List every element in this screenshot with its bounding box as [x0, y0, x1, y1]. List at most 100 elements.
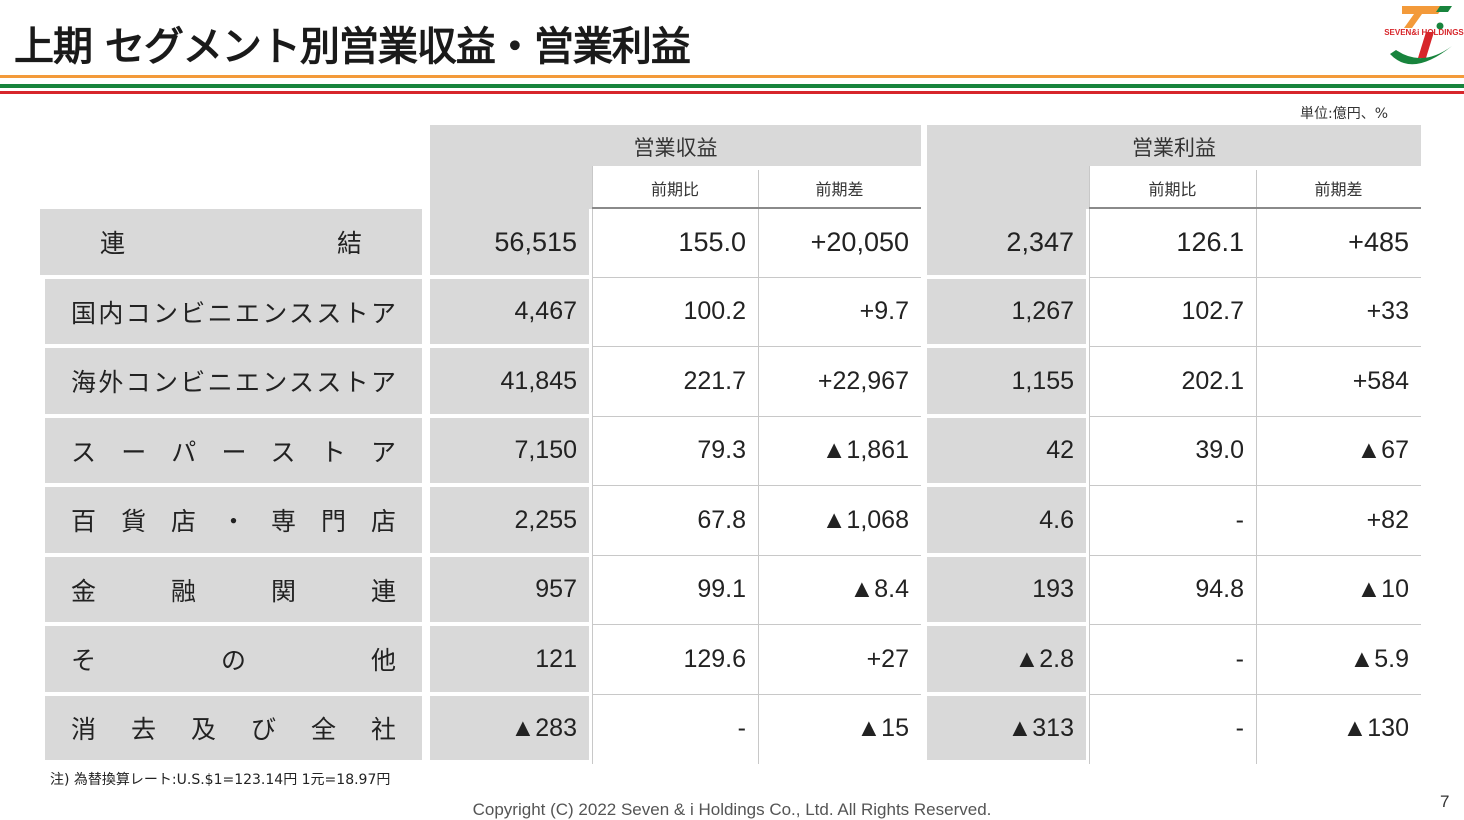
cell-r1-c4: 102.7 — [1089, 279, 1256, 344]
cell-r3-c3: 42 — [927, 418, 1086, 483]
cell-r1-c3: 1,267 — [927, 279, 1086, 344]
cell-r2-c3: 1,155 — [927, 348, 1086, 414]
row-label-6: その他 — [45, 626, 422, 692]
cell-r5-c1: 99.1 — [592, 557, 758, 622]
grid-hline — [592, 485, 921, 486]
row-label-3: スーパーストア — [45, 418, 422, 483]
grid-hline — [1089, 624, 1421, 625]
cell-r5-c5: ▲10 — [1256, 557, 1421, 622]
page-number: 7 — [1440, 792, 1450, 811]
cell-r7-c1: - — [592, 696, 758, 760]
cell-r7-c3: ▲313 — [927, 696, 1086, 760]
subheader-divider — [758, 170, 759, 209]
cell-r6-c5: ▲5.9 — [1256, 626, 1421, 692]
row-label-2: 海外コンビニエンスストア — [45, 348, 422, 414]
cell-r2-c2: +22,967 — [758, 348, 921, 414]
cell-r1-c5: +33 — [1256, 279, 1421, 344]
grid-hline — [1089, 485, 1421, 486]
cell-r2-c0: 41,845 — [430, 348, 589, 414]
cell-r7-c2: ▲15 — [758, 696, 921, 760]
subheader-divider — [1256, 170, 1257, 209]
header-rule-orange — [0, 75, 1464, 78]
grid-vline — [1256, 209, 1257, 764]
cell-r3-c5: ▲67 — [1256, 418, 1421, 483]
cell-r3-c2: ▲1,861 — [758, 418, 921, 483]
cell-r4-c2: ▲1,068 — [758, 487, 921, 553]
cell-r3-c0: 7,150 — [430, 418, 589, 483]
grid-hline — [592, 624, 921, 625]
grid-hline — [1089, 555, 1421, 556]
grid-hline — [592, 555, 921, 556]
cell-r2-c1: 221.7 — [592, 348, 758, 414]
row-label-text: 消去及び全社 — [71, 715, 396, 744]
cell-r3-c1: 79.3 — [592, 418, 758, 483]
cell-r0-c3: 2,347 — [927, 209, 1086, 275]
copyright: Copyright (C) 2022 Seven & i Holdings Co… — [472, 800, 992, 819]
cell-r7-c0: ▲283 — [430, 696, 589, 760]
row-label-7: 消去及び全社 — [45, 696, 422, 760]
cell-r6-c2: +27 — [758, 626, 921, 692]
cell-r0-c1: 155.0 — [592, 209, 758, 275]
cell-r0-c0: 56,515 — [430, 209, 589, 275]
row-label-0: 連結 — [40, 209, 422, 275]
cell-r4-c5: +82 — [1256, 487, 1421, 553]
cell-r7-c5: ▲130 — [1256, 696, 1421, 760]
cell-r6-c1: 129.6 — [592, 626, 758, 692]
grid-hline — [592, 277, 921, 278]
row-label-1: 国内コンビニエンスストア — [45, 279, 422, 344]
grid-vline — [1089, 209, 1090, 764]
cell-r4-c4: - — [1089, 487, 1256, 553]
cell-r5-c2: ▲8.4 — [758, 557, 921, 622]
grid-hline — [1089, 694, 1421, 695]
grid-hline — [592, 416, 921, 417]
cell-r1-c1: 100.2 — [592, 279, 758, 344]
subheader-0: 前期比 — [592, 166, 758, 209]
subheader-2: 前期比 — [1089, 166, 1256, 209]
row-label-text: その他 — [71, 646, 396, 675]
row-label-text: 海外コンビニエンスストア — [71, 368, 396, 397]
cell-r6-c3: ▲2.8 — [927, 626, 1086, 692]
grid-hline — [592, 346, 921, 347]
exchange-rate-note: 注) 為替換算レート:U.S.$1=123.14円 1元=18.97円 — [50, 772, 391, 788]
header-operating-profit: 営業利益 — [1132, 136, 1216, 160]
grid-hline — [1089, 416, 1421, 417]
cell-r2-c4: 202.1 — [1089, 348, 1256, 414]
seven-i-logo-icon — [1390, 6, 1452, 65]
subheader-1: 前期差 — [758, 166, 921, 209]
company-logo: SEVEN&i HOLDINGS — [1382, 2, 1464, 76]
subheader-rule — [592, 207, 921, 209]
subheader-divider — [592, 166, 593, 209]
cell-r0-c2: +20,050 — [758, 209, 921, 275]
subheader-rule — [1089, 207, 1421, 209]
cell-r5-c0: 957 — [430, 557, 589, 622]
row-label-text: スーパーストア — [71, 437, 396, 467]
grid-vline — [592, 209, 593, 764]
page-title: 上期 セグメント別営業収益・営業利益 — [14, 24, 691, 70]
header-rule-green — [0, 84, 1464, 88]
row-label-text: 国内コンビニエンスストア — [71, 298, 396, 328]
grid-hline — [1089, 277, 1421, 278]
cell-r1-c0: 4,467 — [430, 279, 589, 344]
cell-r0-c5: +485 — [1256, 209, 1421, 275]
cell-r5-c4: 94.8 — [1089, 557, 1256, 622]
row-label-4: 百貨店・専門店 — [45, 487, 422, 553]
row-label-text: 連結 — [100, 229, 362, 258]
grid-hline — [592, 694, 921, 695]
cell-r4-c1: 67.8 — [592, 487, 758, 553]
cell-r7-c4: - — [1089, 696, 1256, 760]
header-operating-revenue: 営業収益 — [633, 136, 718, 160]
subheader-3: 前期差 — [1256, 166, 1421, 209]
cell-r4-c3: 4.6 — [927, 487, 1086, 553]
grid-hline — [1089, 346, 1421, 347]
cell-r5-c3: 193 — [927, 557, 1086, 622]
cell-r0-c4: 126.1 — [1089, 209, 1256, 275]
cell-r6-c4: - — [1089, 626, 1256, 692]
subheader-divider — [1089, 166, 1090, 209]
cell-r6-c0: 121 — [430, 626, 589, 692]
row-label-text: 金融関連 — [71, 576, 396, 606]
cell-r2-c5: +584 — [1256, 348, 1421, 414]
logo-text: SEVEN&i HOLDINGS — [1384, 28, 1464, 37]
cell-r4-c0: 2,255 — [430, 487, 589, 553]
unit-label: 単位:億円、% — [1300, 106, 1389, 122]
cell-r1-c2: +9.7 — [758, 279, 921, 344]
